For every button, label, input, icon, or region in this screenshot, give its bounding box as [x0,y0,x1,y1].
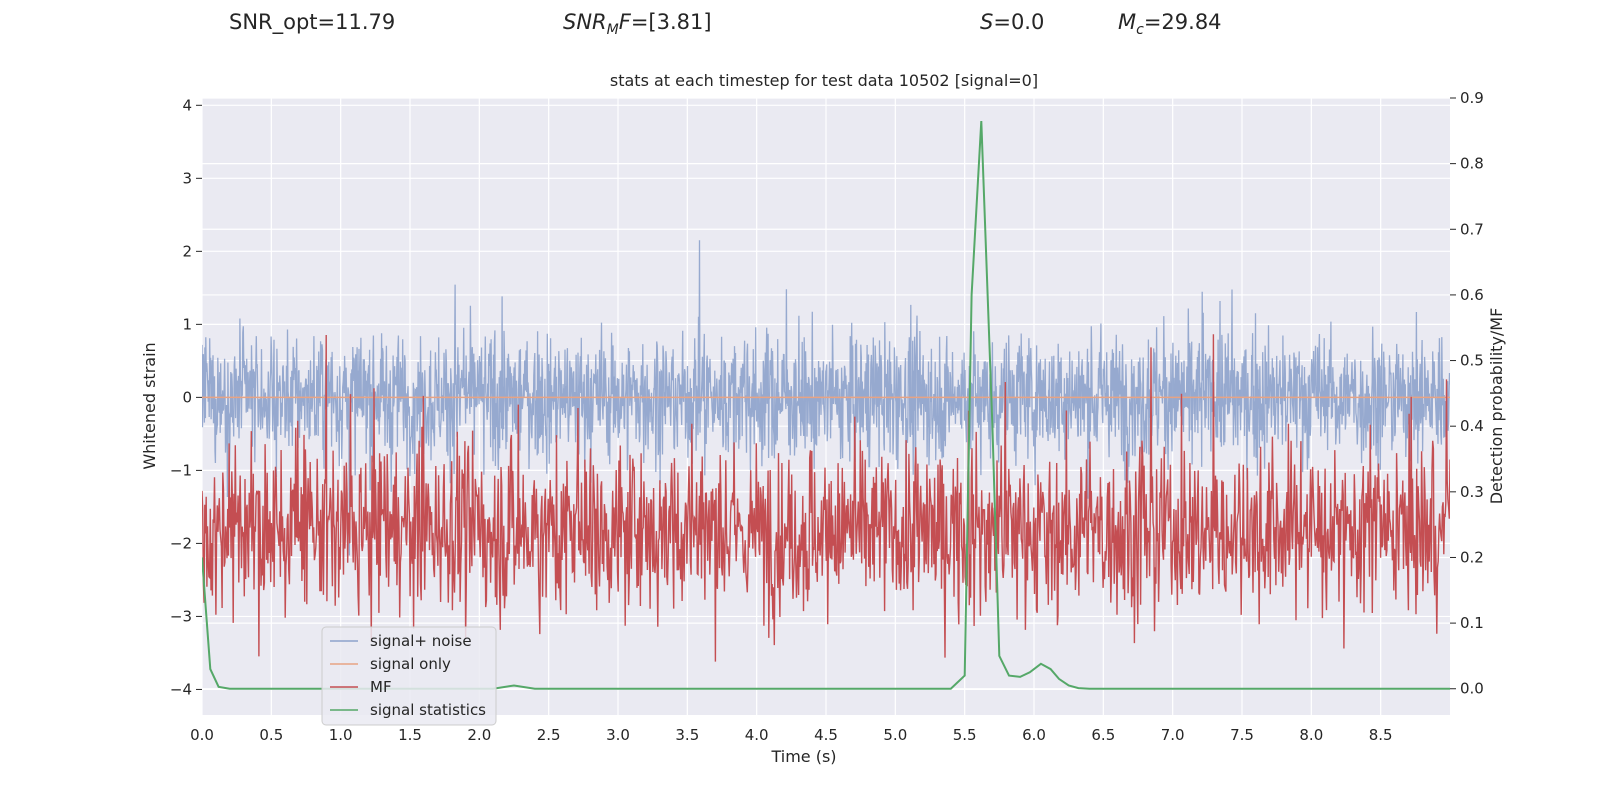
x-tick-label: 3.5 [675,726,699,744]
y-right-tick-label: 0.8 [1460,155,1484,173]
y-right-tick-label: 0.5 [1460,352,1484,370]
y-right-tick-label: 0.6 [1460,286,1484,304]
y-right-tick-label: 0.0 [1460,680,1484,698]
y-left-tick-label: −1 [170,461,192,479]
y-right-tick-label: 0.3 [1460,483,1484,501]
x-axis-ticks: 0.0 0.5 1.0 1.5 2.0 2.5 3.0 3.5 4.0 4.5 5.0 5.5 6.0 6… [190,726,1393,744]
legend: signal+ noise signal only MF signal stat… [321,626,497,726]
y-left-tick-label: 2 [182,242,192,260]
y-left-tick-label: −2 [170,534,192,552]
legend-box [321,626,497,726]
y-right-tick-label: 0.7 [1460,220,1484,238]
y-right-tick-label: 0.1 [1460,614,1484,632]
y-axis-right-ticks: 0.9 0.8 0.7 0.6 0.5 0.4 0.3 0.2 0.1 0.0 [1450,89,1484,698]
y-left-tick-label: 3 [182,169,192,187]
snr-opt-label: SNR_opt=11.79 [229,10,396,34]
legend-label-mf: MF [370,678,392,696]
x-tick-label: 4.5 [814,726,838,744]
s-label: S=0.0 [980,10,1045,34]
y-right-tick-label: 0.4 [1460,417,1484,435]
y-left-tick-label: 4 [182,96,192,114]
x-tick-label: 8.5 [1369,726,1393,744]
x-tick-label: 7.0 [1161,726,1185,744]
legend-label-signal-noise: signal+ noise [370,632,472,650]
y-axis-left-title: Whitened strain [140,342,159,469]
x-tick-label: 4.0 [745,726,769,744]
x-tick-label: 6.0 [1022,726,1046,744]
series-signal-noise [202,240,1450,556]
x-tick-label: 2.0 [467,726,491,744]
y-left-tick-label: 0 [182,388,192,406]
y-left-tick-label: 1 [182,315,192,333]
y-axis-right-title: Detection probability/MF [1487,308,1506,505]
x-tick-label: 8.0 [1299,726,1323,744]
x-tick-label: 7.5 [1230,726,1254,744]
x-axis-title: Time (s) [770,747,836,766]
x-tick-label: 0.0 [190,726,214,744]
legend-label-signal-only: signal only [370,655,451,673]
y-right-tick-label: 0.2 [1460,548,1484,566]
x-tick-label: 3.0 [606,726,630,744]
x-tick-label: 6.5 [1091,726,1115,744]
series-mf [202,334,1450,662]
x-tick-label: 0.5 [259,726,283,744]
y-left-tick-label: −4 [170,680,192,698]
y-axis-left-ticks: 4 3 2 1 0 −1 −2 −3 −4 [170,96,202,698]
y-left-tick-label: −3 [170,607,192,625]
x-tick-label: 1.0 [329,726,353,744]
chart-title: stats at each timestep for test data 105… [610,71,1038,90]
x-tick-label: 5.0 [883,726,907,744]
mc-label: Mc=29.84 [1118,10,1222,39]
x-tick-label: 1.5 [398,726,422,744]
legend-label-signal-statistics: signal statistics [370,701,486,719]
y-right-tick-label: 0.9 [1460,89,1484,107]
snr-mf-label: SNRMF=[3.81] [563,10,712,39]
x-tick-label: 5.5 [953,726,977,744]
x-tick-label: 2.5 [537,726,561,744]
